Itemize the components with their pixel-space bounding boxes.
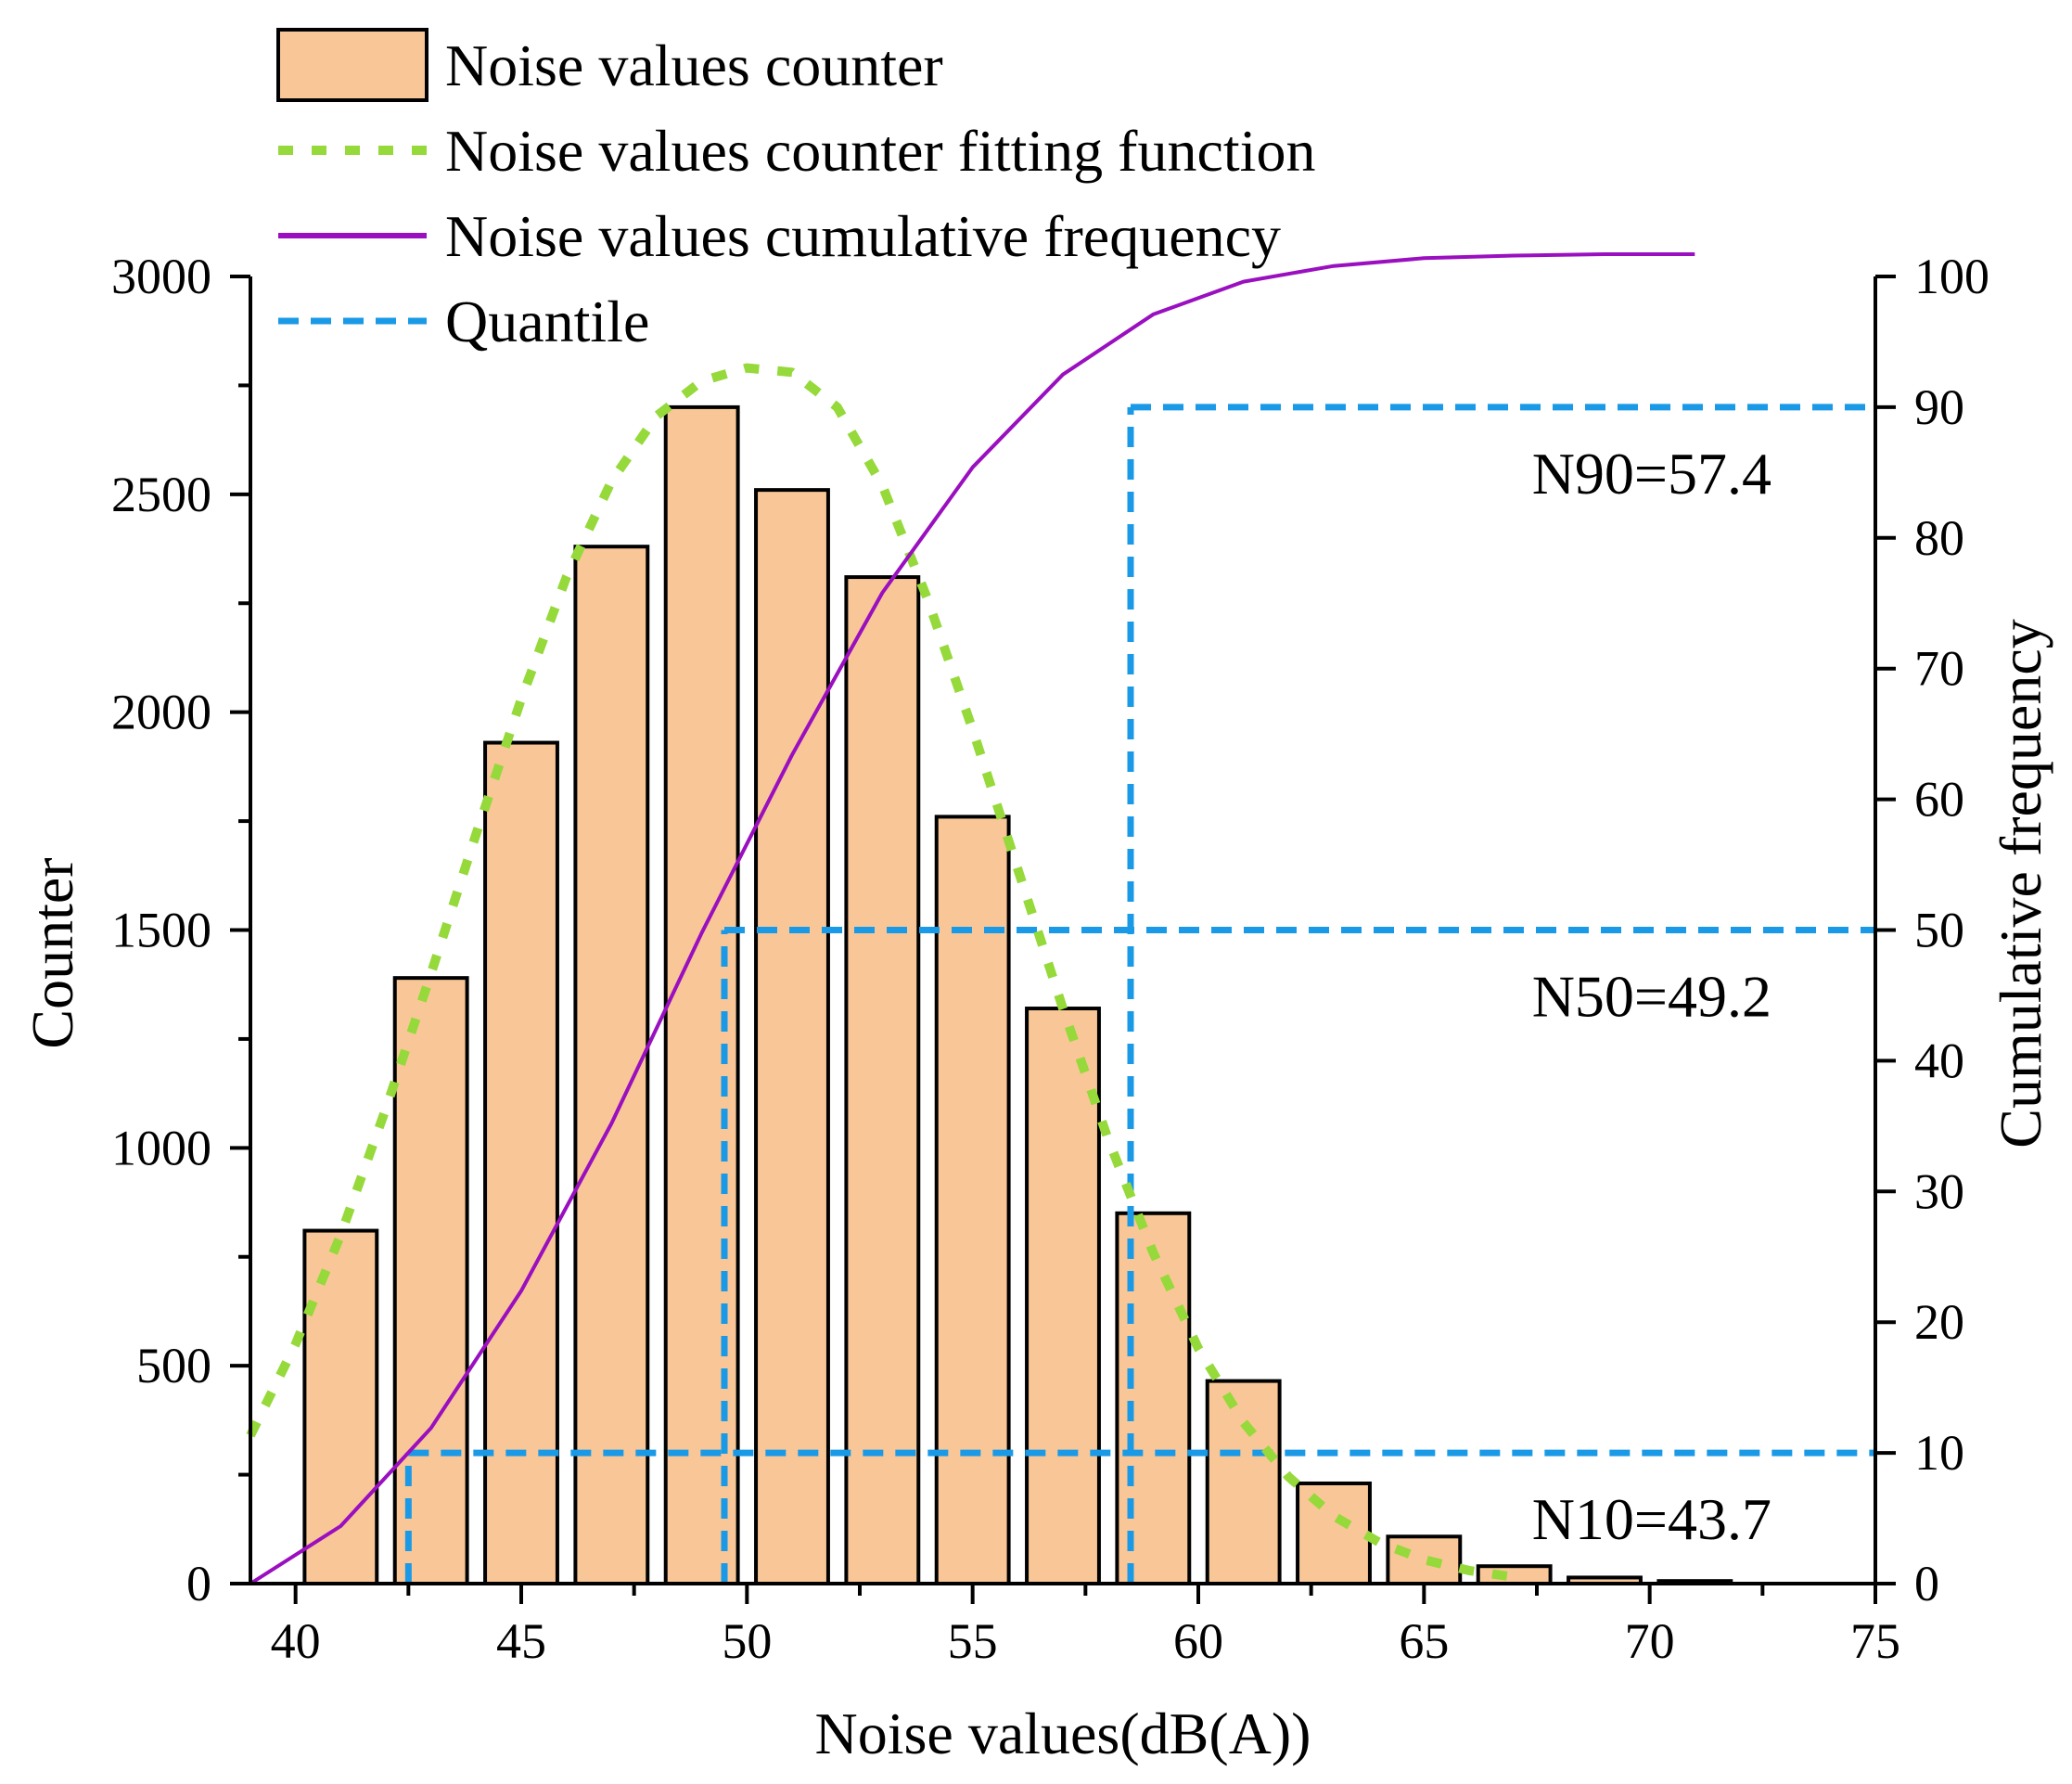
histogram-bar [844, 575, 921, 1586]
histogram-bar [1386, 1534, 1463, 1585]
x-tick-label: 60 [1173, 1613, 1223, 1669]
left-y-axis-title: Counter [19, 857, 85, 1048]
histogram-bar [573, 545, 650, 1585]
cumulative-frequency-line [249, 252, 1695, 1585]
left-y-tick-label: 1000 [111, 1120, 211, 1175]
right-y-tick-label: 10 [1914, 1425, 1964, 1481]
histogram-bar [483, 740, 559, 1585]
right-y-tick-label: 50 [1914, 903, 1964, 958]
left-y-tick-label: 2500 [111, 467, 211, 522]
bars-group [302, 404, 1733, 1586]
quantile-annotation: N50=49.2 [1532, 964, 1771, 1030]
x-tick-label: 50 [722, 1613, 772, 1669]
right-y-tick-label: 100 [1914, 249, 1989, 304]
x-tick-label: 65 [1399, 1613, 1449, 1669]
histogram-bar [392, 976, 469, 1585]
x-axis-title: Noise values(dB(A)) [815, 1701, 1311, 1766]
legend-bar-swatch [276, 28, 428, 102]
legend-label: Noise values cumulative frequency [445, 203, 1281, 269]
x-tick-label: 70 [1625, 1613, 1675, 1669]
histogram-bar [302, 1228, 379, 1585]
quantile-lines-group [404, 404, 1875, 1584]
right-y-tick-label: 70 [1914, 641, 1964, 697]
right-y-tick-label: 60 [1914, 772, 1964, 828]
left-y-tick-label: 0 [186, 1556, 211, 1611]
histogram-bar [1476, 1564, 1553, 1586]
labels-group: N10=43.7 N50=49.2 N90=57.4 40 45 50 55 60 65 70 75… [19, 249, 2053, 1766]
series-lines-group [246, 252, 1695, 1585]
right-y-tick-label: 80 [1914, 510, 1964, 566]
legend-label: Quantile [445, 289, 649, 354]
histogram-bar [1115, 1211, 1192, 1585]
left-y-tick-label: 1500 [111, 903, 211, 958]
right-y-tick-label: 30 [1914, 1163, 1964, 1219]
histogram-bar [754, 488, 830, 1585]
right-y-tick-label: 40 [1914, 1033, 1964, 1088]
right-y-tick-label: 90 [1914, 379, 1964, 435]
x-tick-label: 45 [496, 1613, 546, 1669]
left-y-tick-label: 3000 [111, 249, 211, 304]
quantile-annotation: N90=57.4 [1532, 441, 1771, 507]
x-tick-label: 40 [271, 1613, 321, 1669]
left-y-tick-label: 500 [136, 1338, 211, 1393]
histogram-bar [1296, 1481, 1372, 1586]
x-tick-label: 75 [1850, 1613, 1900, 1669]
legend: Noise values counter Noise values counter… [276, 28, 1315, 354]
right-y-axis-title: Cumulative frequency [1988, 619, 2053, 1148]
right-y-tick-label: 0 [1914, 1556, 1939, 1611]
legend-label: Noise values counter fitting function [445, 118, 1315, 184]
axes-group [230, 275, 1896, 1604]
histogram-bar [1205, 1379, 1282, 1585]
legend-label: Noise values counter [445, 32, 943, 98]
left-y-tick-label: 2000 [111, 685, 211, 740]
x-tick-label: 55 [948, 1613, 998, 1669]
quantile-annotation: N10=43.7 [1532, 1486, 1771, 1552]
right-y-tick-label: 20 [1914, 1294, 1964, 1350]
